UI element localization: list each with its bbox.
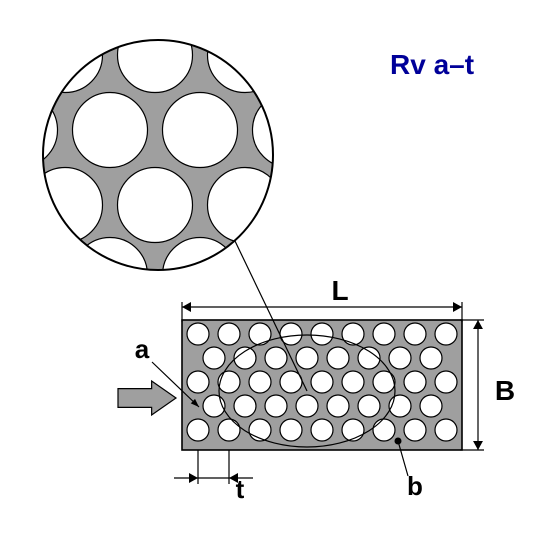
plate-hole [358,347,380,369]
zoom-hole [163,93,238,168]
plate-hole [249,323,271,345]
label-a: a [135,334,150,364]
plate-hole [218,371,240,393]
plate-hole [203,347,225,369]
plate-hole [342,371,364,393]
plate-hole [296,347,318,369]
perforation-diagram: Rv a–t L Bt a b [0,0,550,550]
plate-hole [404,371,426,393]
plate-hole [249,419,271,441]
plate-hole [187,323,209,345]
title-label: Rv a–t [390,49,474,80]
plate-hole [234,347,256,369]
zoom-detail [0,18,328,313]
plate-hole [265,347,287,369]
plate-hole [218,323,240,345]
plate-hole [187,371,209,393]
direction-arrow [118,381,176,415]
plate-hole [311,419,333,441]
zoom-hole [0,238,58,313]
plate-hole [249,371,271,393]
plate-hole [435,323,457,345]
plate-hole [404,323,426,345]
plate-hole [373,419,395,441]
plate-hole [373,371,395,393]
zoom-hole [118,168,193,243]
label-b: b [407,471,423,501]
label-t: t [236,474,245,504]
plate-hole [327,395,349,417]
plate-hole [373,323,395,345]
plate-hole [389,347,411,369]
plate-hole [420,347,442,369]
zoom-hole [28,18,103,93]
plate-hole [218,419,240,441]
zoom-hole [118,18,193,93]
plate-hole [358,395,380,417]
plate-hole [311,323,333,345]
plate-hole [234,395,256,417]
plate-hole [342,419,364,441]
plate-hole [265,395,287,417]
plate-hole [420,395,442,417]
plate-hole [342,323,364,345]
plate-hole [187,419,209,441]
plate-hole [404,419,426,441]
plate-hole [280,419,302,441]
zoom-hole [73,93,148,168]
plate-hole [435,371,457,393]
plate-hole [327,347,349,369]
plate-hole [311,371,333,393]
zoom-hole [253,93,328,168]
plate-hole [435,419,457,441]
zoom-hole [28,168,103,243]
plate-hole [296,395,318,417]
label-B: B [495,375,515,406]
label-L: L [331,275,348,306]
zoom-hole [73,238,148,313]
